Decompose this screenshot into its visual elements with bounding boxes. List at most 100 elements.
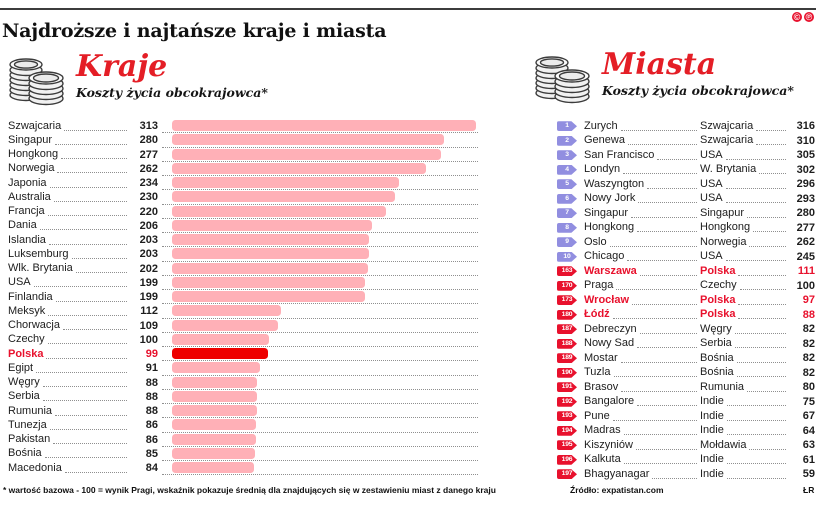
country-value: 313: [139, 120, 158, 133]
leader-dots: [53, 443, 127, 445]
leader-dots: [756, 129, 786, 131]
country-row: Norwegia 262: [8, 162, 478, 176]
city-name: Pune: [584, 409, 610, 422]
bar-track: [162, 390, 478, 404]
country-label: Francja: [8, 205, 45, 218]
country-cell: Indie: [700, 454, 789, 465]
city-row: 9 Oslo Norwegia 262: [557, 235, 815, 250]
country-row: Dania 206: [8, 219, 478, 233]
city-country: Indie: [700, 424, 724, 437]
bar: [172, 462, 254, 474]
leader-dots: [33, 286, 127, 288]
country-label: Węgry: [8, 376, 40, 389]
country-row: Szwajcaria 313: [8, 119, 478, 134]
leader-dots: [637, 405, 697, 407]
bar-track: [162, 276, 478, 290]
rank-badge: 3: [557, 150, 577, 161]
city-country: Szwajcaria: [700, 134, 754, 147]
leader-dots: [725, 158, 786, 160]
bar-track: [162, 162, 478, 176]
leader-dots: [726, 434, 786, 436]
rank-badge: 8: [557, 222, 577, 233]
bar-track: [162, 404, 478, 419]
leader-dots: [616, 289, 697, 291]
city-cell: Bangalore: [584, 396, 700, 407]
leader-dots: [612, 318, 697, 320]
city-row: 195 Kiszyniów Mołdawia 63: [557, 438, 815, 453]
bar: [172, 162, 426, 174]
leader-dots: [726, 463, 786, 465]
country-value: 99: [145, 348, 158, 361]
country-cell: Polska: [700, 309, 789, 320]
country-cell: Szwajcaria: [700, 119, 789, 132]
city-value: 82: [802, 352, 815, 365]
city-row: 170 Praga Czechy 100: [557, 279, 815, 294]
city-name: Madras: [584, 424, 621, 437]
bar: [172, 134, 444, 146]
author-initials: ŁR: [803, 485, 815, 495]
city-name: Chicago: [584, 250, 625, 263]
country-cell: W. Brytania: [700, 164, 789, 175]
city-country: Hongkong: [700, 221, 751, 234]
leader-dots: [57, 172, 127, 174]
city-cell: Tuzla: [584, 367, 700, 378]
country-row: Egipt 91: [8, 361, 478, 376]
leader-dots: [36, 371, 127, 373]
leader-dots: [627, 144, 697, 146]
leader-dots: [736, 361, 786, 363]
leader-dots: [726, 477, 786, 479]
bar: [172, 248, 369, 260]
rank-badge: 1: [557, 121, 577, 132]
country-row: Meksyk 112: [8, 304, 478, 319]
leader-dots: [42, 400, 127, 402]
country-cell: Indie: [700, 410, 789, 422]
cities-heading: Miasta: [602, 47, 717, 82]
city-value: 280: [796, 207, 815, 220]
country-cell: Rumunia: [700, 381, 789, 393]
city-country: USA: [700, 192, 723, 205]
rank-badge: 192: [557, 396, 577, 407]
leader-dots: [55, 143, 127, 145]
rank-badge: 190: [557, 367, 577, 378]
city-cell: Brasov: [584, 381, 700, 393]
leader-dots: [620, 129, 697, 131]
country-cell: USA: [700, 149, 789, 161]
bar-track: [162, 447, 478, 461]
city-row: 188 Nowy Sad Serbia 82: [557, 337, 815, 352]
leader-dots: [55, 300, 127, 302]
city-value: 316: [796, 120, 815, 133]
city-row: 187 Debreczyn Węgry 82: [557, 322, 815, 337]
city-cell: Warszawa: [584, 265, 700, 277]
country-row: USA 199: [8, 276, 478, 290]
city-row: 163 Warszawa Polska 111: [557, 264, 815, 279]
footnote: * wartość bazowa - 100 = wynik Pragi, ws…: [3, 485, 496, 495]
country-label: Egipt: [8, 361, 34, 374]
rank-badge: 196: [557, 454, 577, 465]
leader-dots: [637, 347, 697, 349]
city-name: Zurych: [584, 119, 618, 132]
bar: [172, 120, 476, 132]
country-label: Dania: [8, 219, 37, 232]
leader-dots: [738, 303, 786, 305]
country-label: Islandia: [8, 233, 46, 246]
leader-dots: [639, 332, 697, 334]
country-value: 203: [139, 248, 158, 261]
country-cell: Indie: [700, 468, 789, 480]
country-row: Finlandia 199: [8, 290, 478, 305]
country-row: Luksemburg 203: [8, 247, 478, 262]
city-country: Szwajcaria: [700, 119, 754, 132]
country-label: Singapur: [8, 133, 53, 146]
city-cell: Łódź: [584, 309, 700, 320]
city-cell: Zurych: [584, 119, 700, 132]
city-row: 197 Bhagyanagar Indie 59: [557, 467, 815, 482]
city-value: 97: [802, 294, 815, 307]
bar: [172, 376, 257, 388]
city-country: USA: [700, 250, 723, 263]
leader-dots: [756, 144, 786, 146]
country-row: Hongkong 277: [8, 148, 478, 162]
bar: [172, 333, 269, 345]
bar: [172, 177, 399, 189]
country-cell: Bośnia: [700, 367, 789, 378]
city-value: 64: [802, 424, 815, 437]
city-cell: Hongkong: [584, 222, 700, 233]
